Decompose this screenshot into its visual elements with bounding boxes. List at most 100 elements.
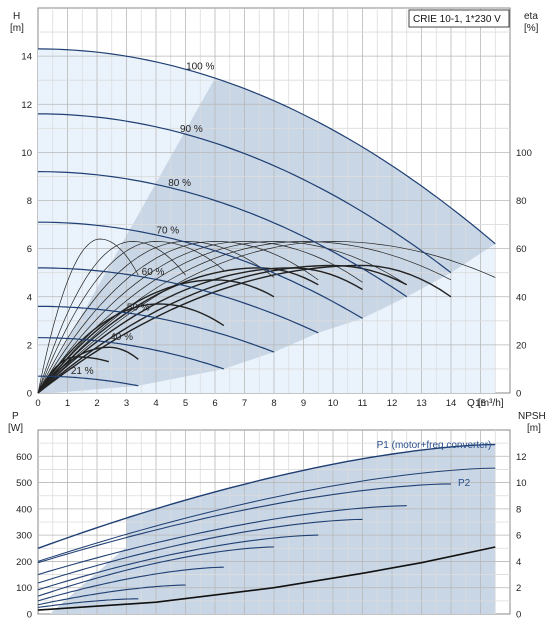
power-tick-label: 100 bbox=[16, 583, 32, 594]
x-tick-label: 4 bbox=[153, 398, 158, 409]
power-tick-label: 400 bbox=[16, 504, 32, 515]
y-axis-title: H bbox=[13, 11, 20, 22]
power-curve bbox=[37, 598, 139, 608]
chart-title-box bbox=[408, 9, 510, 28]
x-tick-label: 13 bbox=[416, 398, 427, 409]
efficiency-curve bbox=[37, 238, 139, 394]
y2-tick-label: 80 bbox=[516, 196, 527, 207]
y2-tick-label: 0 bbox=[516, 389, 521, 400]
y-tick-label: 10 bbox=[21, 148, 32, 159]
head-curves bbox=[37, 48, 496, 387]
power-series-curve bbox=[37, 467, 496, 562]
speed-label: 21 % bbox=[71, 366, 94, 377]
qh-chart-grid bbox=[38, 8, 510, 393]
npsh-curve-line bbox=[37, 546, 496, 611]
npsh-tick-label: 6 bbox=[516, 531, 521, 542]
y-tick-label: 8 bbox=[27, 196, 32, 207]
npsh-y2-axis-ticks: 0 2 4 6 8 10 12 bbox=[516, 452, 527, 621]
power-tick-label: 200 bbox=[16, 557, 32, 568]
y-tick-label: 2 bbox=[27, 340, 32, 351]
npsh-tick-label: 12 bbox=[516, 452, 527, 463]
y-tick-label: 12 bbox=[21, 100, 32, 111]
head-curve bbox=[38, 375, 139, 387]
efficiency-curve bbox=[37, 264, 452, 394]
power-tick-label: 500 bbox=[16, 478, 32, 489]
power-curve bbox=[37, 534, 319, 591]
head-curve bbox=[38, 221, 363, 319]
x-tick-label: 7 bbox=[242, 398, 247, 409]
x-tick-label: 6 bbox=[212, 398, 217, 409]
speed-label: 80 % bbox=[168, 178, 191, 189]
x-tick-label: 0 bbox=[35, 398, 40, 409]
y2-tick-label: 60 bbox=[516, 244, 527, 255]
y-tick-label: 0 bbox=[27, 389, 32, 400]
operating-envelope-fill bbox=[38, 78, 496, 393]
efficiency-curves bbox=[37, 238, 496, 394]
npsh-tick-label: 2 bbox=[516, 583, 521, 594]
speed-label: 100 % bbox=[186, 61, 214, 72]
npsh-axis-title: NPSH bbox=[518, 411, 546, 422]
npsh-tick-label: 8 bbox=[516, 504, 521, 515]
power-curves bbox=[37, 443, 496, 608]
x-tick-label: 14 bbox=[446, 398, 457, 409]
power-npsh-chart: 0 100 200 300 400 500 600 0 2 4 6 8 10 12 P [W] NPSH… bbox=[8, 411, 546, 621]
npsh-axis-unit: [m] bbox=[527, 423, 541, 434]
head-curve bbox=[38, 337, 224, 370]
power-series-curve bbox=[37, 443, 496, 549]
power-curve bbox=[37, 566, 224, 602]
y2-tick-label: 20 bbox=[516, 340, 527, 351]
power-tick-label: 0 bbox=[27, 610, 32, 621]
speed-label: 70 % bbox=[156, 226, 179, 237]
power-envelope-fill bbox=[49, 444, 496, 614]
p2-series-label: P2 bbox=[458, 478, 471, 489]
efficiency-curve bbox=[37, 241, 319, 394]
x-tick-label: 11 bbox=[358, 398, 368, 409]
power-axis-title: P bbox=[12, 411, 19, 422]
x-tick-label: 15 bbox=[475, 398, 486, 409]
y-tick-label: 14 bbox=[21, 52, 32, 63]
y-tick-label: 4 bbox=[27, 292, 32, 303]
efficiency-curve bbox=[37, 303, 225, 394]
y2-axis-title: eta bbox=[524, 11, 538, 22]
y-tick-label: 6 bbox=[27, 244, 32, 255]
npsh-tick-label: 4 bbox=[516, 557, 521, 568]
efficiency-curve bbox=[37, 241, 496, 394]
x-tick-label: 5 bbox=[183, 398, 188, 409]
efficiency-curve bbox=[37, 241, 363, 394]
power-envelope bbox=[49, 444, 496, 614]
speed-label: 90 % bbox=[180, 124, 203, 135]
power-tick-label: 300 bbox=[16, 531, 32, 542]
y2-axis-ticks: 0 20 40 60 80 100 bbox=[516, 148, 532, 400]
speed-label: 40 % bbox=[110, 332, 133, 343]
y-axis-ticks: 0 2 4 6 8 10 12 14 bbox=[21, 52, 32, 400]
efficiency-curve bbox=[37, 356, 109, 394]
chart-title: CRIE 10-1, 1*230 V bbox=[413, 14, 501, 25]
npsh-curve bbox=[37, 546, 496, 611]
head-curve bbox=[37, 171, 408, 298]
y2-tick-label: 40 bbox=[516, 292, 527, 303]
head-curve bbox=[38, 113, 452, 274]
efficiency-curve bbox=[37, 241, 225, 394]
x-axis-ticks: 0 1 2 3 4 5 6 7 8 9 10 11 12 13 14 15 bbox=[35, 398, 485, 409]
x-axis-title: Q bbox=[467, 398, 475, 409]
speed-label: 60 % bbox=[142, 267, 165, 278]
x-tick-label: 8 bbox=[271, 398, 276, 409]
npsh-tick-label: 0 bbox=[516, 610, 521, 621]
p1-series-label: P1 (motor+freq.converter) bbox=[377, 440, 492, 451]
head-curve bbox=[37, 48, 496, 245]
x-tick-label: 10 bbox=[328, 398, 339, 409]
x-tick-label: 1 bbox=[65, 398, 70, 409]
efficiency-curve bbox=[37, 241, 186, 394]
head-curve bbox=[38, 305, 275, 353]
head-curve bbox=[38, 267, 319, 334]
speed-labels: 100 % 90 % 80 % 70 % 60 % 50 % 40 % 21 % bbox=[71, 61, 215, 377]
power-curve bbox=[37, 584, 186, 606]
x-tick-label: 2 bbox=[94, 398, 99, 409]
power-axis-unit: [W] bbox=[8, 423, 23, 434]
power-chart-grid bbox=[38, 430, 510, 614]
x-tick-label: 9 bbox=[301, 398, 306, 409]
x-axis-unit: [m³/h] bbox=[478, 398, 504, 409]
y2-axis-unit: [%] bbox=[524, 23, 539, 34]
